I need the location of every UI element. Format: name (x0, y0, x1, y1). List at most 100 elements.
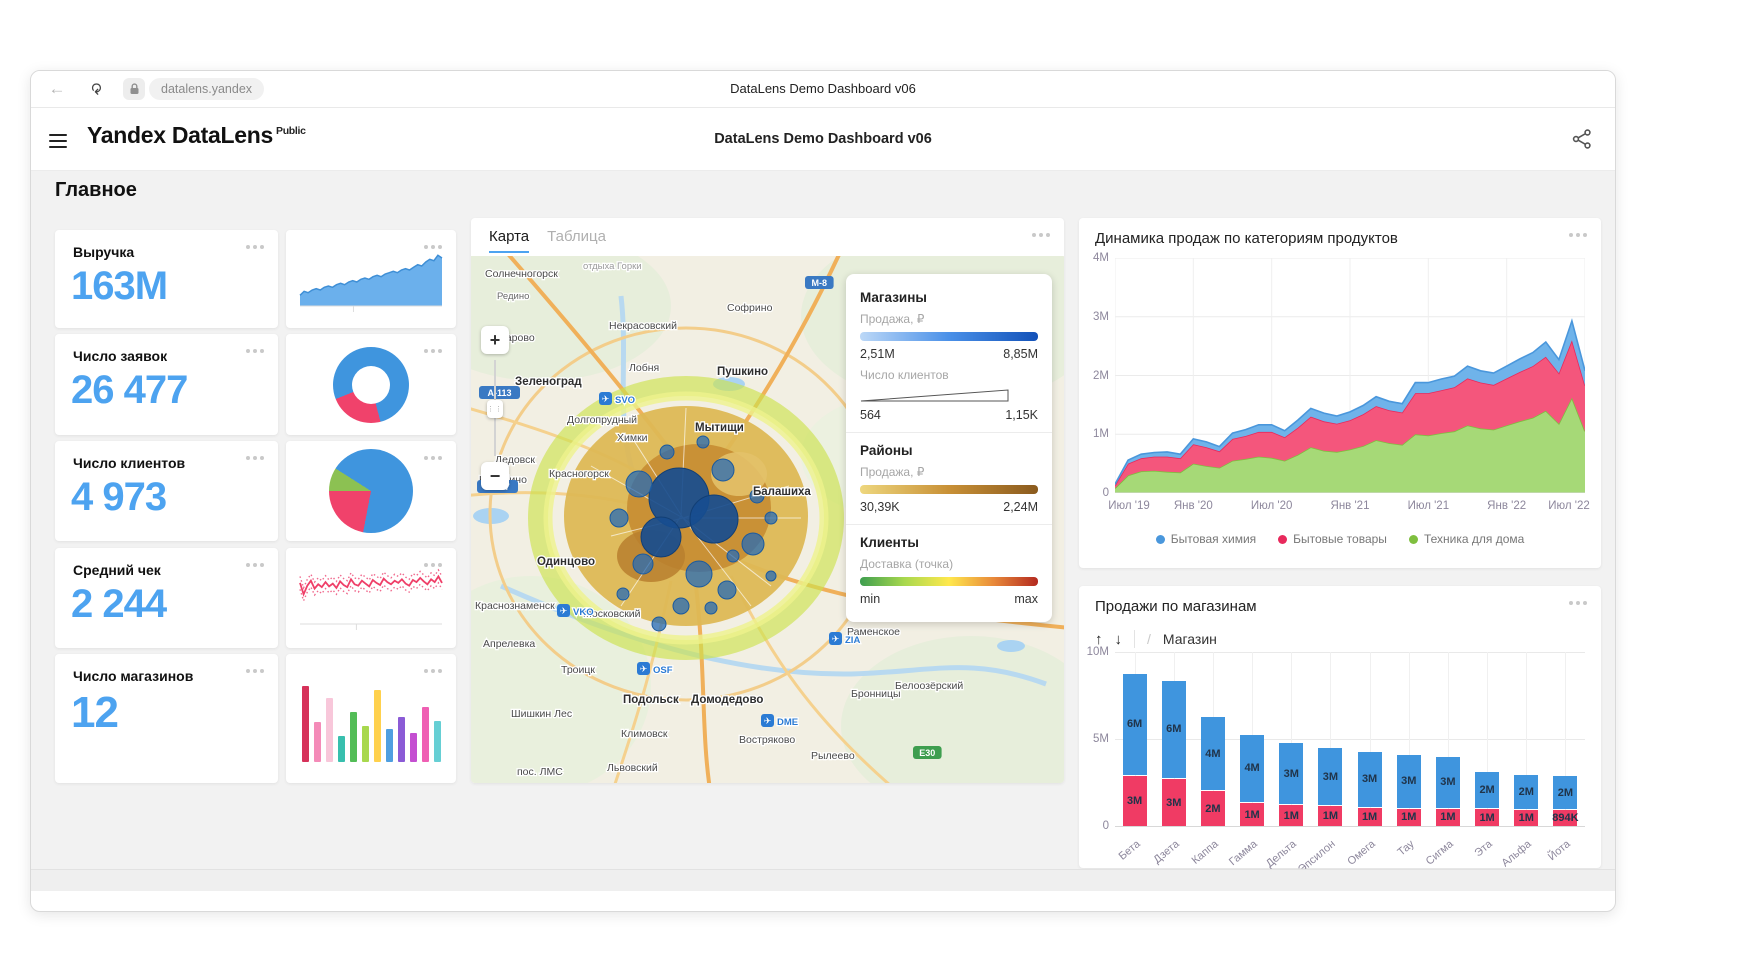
map-card-menu[interactable] (1030, 230, 1052, 240)
bar-segment-blue[interactable]: 4M (1240, 735, 1264, 803)
store-bubble[interactable] (705, 602, 717, 614)
scrollbar-track[interactable] (31, 869, 1615, 891)
avg-check-sparkline (298, 562, 444, 634)
menu-icon[interactable] (49, 130, 67, 146)
store-bubble[interactable] (766, 571, 776, 581)
zoom-in-button[interactable]: + (481, 326, 509, 354)
store-bubble[interactable] (626, 471, 652, 497)
bar-segment-red[interactable]: 1M (1318, 806, 1342, 826)
sort-asc-button[interactable]: ↑ (1095, 631, 1103, 648)
chart-menu[interactable] (1567, 230, 1589, 240)
public-badge: Public (276, 125, 306, 137)
y-axis-label: 4M (1081, 252, 1109, 264)
kpi-card-menu[interactable] (244, 242, 266, 252)
lock-icon[interactable] (123, 78, 145, 100)
dashboard-canvas: Главное Выручка163MЧисло заявок26 477Чис… (31, 171, 1615, 891)
bar-segment-blue[interactable]: 6M (1123, 674, 1147, 775)
bar-segment-red[interactable]: 3M (1162, 779, 1186, 826)
kpi-card-menu[interactable] (244, 346, 266, 356)
tab-karta[interactable]: Карта (489, 228, 529, 253)
bar-segment-blue[interactable]: 3M (1279, 743, 1303, 804)
legend-max-value: 2,24M (1003, 500, 1038, 514)
bar-segment-blue[interactable]: 3M (1397, 755, 1421, 808)
bar-segment-red[interactable]: 1M (1475, 809, 1499, 826)
store-bubble[interactable] (610, 509, 628, 527)
zoom-out-button[interactable]: − (481, 462, 509, 490)
zoom-slider-handle[interactable]: ⋮⋮ (487, 400, 503, 418)
store-bubble[interactable] (712, 459, 734, 481)
toolbar-divider (1134, 630, 1135, 648)
bar-segment-blue[interactable]: 2M (1475, 772, 1499, 809)
tab-tablica[interactable]: Таблица (547, 228, 606, 251)
bar-segment-red[interactable]: 1M (1514, 810, 1538, 826)
bar-segment-red[interactable]: 1M (1397, 809, 1421, 826)
legend-item[interactable]: Бытовая химия (1156, 532, 1256, 546)
browser-reload-icon[interactable]: ⟳ (85, 79, 105, 99)
store-bubble[interactable] (686, 561, 712, 587)
map-place-label: Редино (497, 291, 529, 302)
bar-segment-blue[interactable]: 2M (1514, 775, 1538, 810)
share-icon[interactable] (1571, 128, 1593, 150)
app-logo[interactable]: Yandex DataLensPublic (87, 122, 306, 149)
bar-segment-red[interactable]: 1M (1436, 809, 1460, 826)
mini-bar (338, 736, 345, 762)
url-bar[interactable]: datalens.yandex (149, 78, 264, 100)
breadcrumb-magazin[interactable]: Магазин (1163, 631, 1217, 647)
store-bubble[interactable] (652, 617, 666, 631)
map-legend-panel: МагазиныПродажа, ₽2,51M8,85MЧисло клиент… (846, 274, 1052, 622)
bar-segment-blue[interactable]: 6M (1162, 681, 1186, 778)
store-bubble[interactable] (617, 588, 629, 600)
mini-bar (350, 712, 357, 762)
kpi-value: 4 973 (71, 475, 166, 520)
bar-segment-red[interactable]: 1M (1358, 808, 1382, 826)
x-axis-label: Июл '19 (1108, 500, 1150, 512)
store-bubble[interactable] (673, 598, 689, 614)
kpi-card-menu[interactable] (244, 453, 266, 463)
bar-segment-blue[interactable]: 3M (1436, 757, 1460, 807)
legend-min-value: 564 (860, 408, 881, 422)
store-bubble[interactable] (690, 495, 738, 543)
store-bubble[interactable] (718, 581, 736, 599)
legend-range: 5641,15K (860, 408, 1038, 422)
legend-gradient-bar (860, 485, 1038, 494)
store-bubble[interactable] (633, 554, 653, 574)
bar-segment-blue[interactable]: 2M (1553, 776, 1577, 809)
browser-back-icon[interactable]: ← (47, 79, 67, 99)
bar-segment-red[interactable]: 2M (1201, 791, 1225, 826)
legend-item[interactable]: Бытовые товары (1278, 532, 1387, 546)
map-tabs: Карта Таблица (489, 228, 624, 253)
mini-chart-card (286, 334, 456, 435)
bar-segment-blue[interactable]: 3M (1358, 752, 1382, 807)
store-bubble[interactable] (660, 445, 674, 459)
mini-bar (362, 726, 369, 762)
legend-size-wedge (860, 388, 1010, 403)
bar-segment-red[interactable]: 894K (1553, 810, 1577, 826)
store-bubble[interactable] (727, 550, 739, 562)
bar-segment-red[interactable]: 1M (1240, 803, 1264, 826)
chart-menu[interactable] (1567, 598, 1589, 608)
airport-code-label: DME (777, 717, 798, 728)
zoom-slider-track[interactable]: ⋮⋮ (494, 360, 496, 456)
store-bubble[interactable] (641, 517, 681, 557)
bar-segment-red[interactable]: 3M (1123, 776, 1147, 826)
legend-section-header: Клиенты (860, 535, 1038, 550)
map-place-label: Рылеево (811, 750, 855, 762)
bar-segment-red[interactable]: 1M (1279, 805, 1303, 826)
kpi-card-menu[interactable] (244, 560, 266, 570)
sort-desc-button[interactable]: ↓ (1115, 631, 1123, 648)
store-bubble[interactable] (765, 512, 777, 524)
stacked-bar-plot: 3M6M3M6M2M4M1M4M1M3M1M3M1M3M1M3M1M3M1M2M… (1115, 652, 1585, 826)
mini-bar (302, 686, 309, 762)
kpi-card: Число магазинов12 (55, 654, 278, 783)
legend-item[interactable]: Техника для дома (1409, 532, 1524, 546)
store-bubble[interactable] (742, 533, 764, 555)
map-view[interactable]: Солнечногорскотдыха ГоркиРединоПоваровоН… (471, 256, 1064, 783)
stacked-area-svg (1115, 258, 1585, 493)
stacked-area-plot (1115, 258, 1585, 493)
store-bubble[interactable] (697, 436, 709, 448)
map-place-label: Красногорск (549, 468, 609, 480)
bar-segment-blue[interactable]: 4M (1201, 717, 1225, 790)
bar-segment-blue[interactable]: 3M (1318, 748, 1342, 805)
mini-chart (286, 654, 456, 783)
kpi-card-menu[interactable] (244, 666, 266, 676)
